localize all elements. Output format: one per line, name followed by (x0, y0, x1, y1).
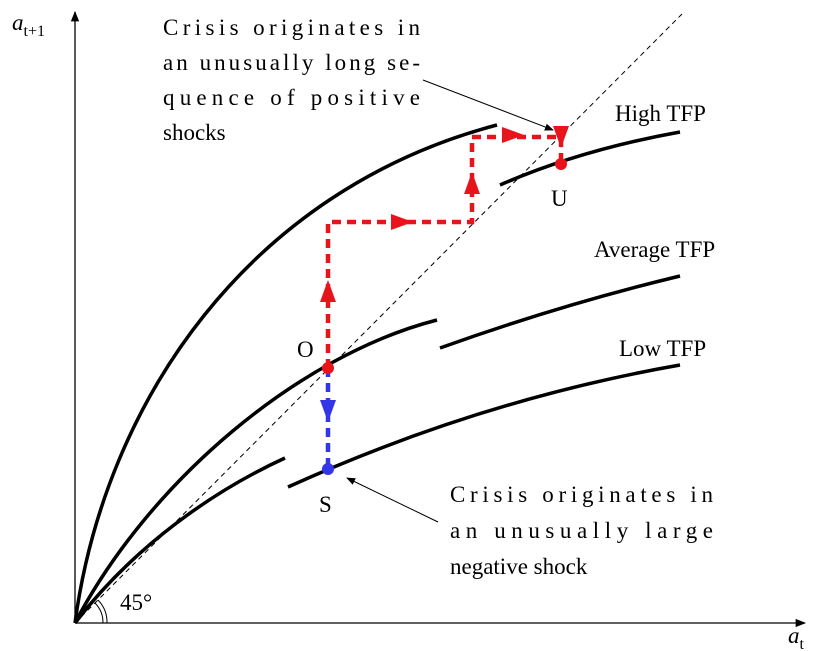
y-axis-label: at+1 (12, 10, 45, 40)
annotation-arrow (422, 79, 554, 131)
average-curve (439, 274, 681, 350)
x-axis-label: at (788, 623, 805, 651)
curve-label: Low TFP (619, 336, 706, 361)
point-label: U (551, 186, 568, 211)
point (555, 158, 567, 170)
point-label: O (297, 337, 314, 362)
annotation-line: an unusually large (450, 518, 713, 543)
angle-arc (97, 599, 108, 624)
low-curve (287, 363, 681, 489)
low-curve (73, 456, 286, 625)
curve-label: Average TFP (594, 237, 715, 262)
angle-label: 45° (120, 590, 152, 615)
curve-label: High TFP (615, 101, 706, 126)
blue-arrow (320, 400, 336, 422)
annotation-line: quence of positive (163, 85, 420, 110)
red-arrows (320, 126, 569, 302)
high-curve (73, 123, 498, 624)
annotation-line: Crisis originates in (163, 15, 421, 40)
point (322, 463, 334, 475)
annotation-line: shocks (163, 120, 226, 145)
annotation-arrow (346, 477, 439, 523)
average-curve (73, 318, 438, 624)
point-label: S (319, 492, 332, 517)
angle-arc (94, 602, 104, 624)
annotation-line: an unusually long se- (163, 50, 420, 75)
annotation-line: Crisis originates in (450, 482, 714, 507)
annotation-line: negative shock (450, 554, 588, 579)
point (322, 362, 334, 374)
high-curve (499, 130, 681, 187)
